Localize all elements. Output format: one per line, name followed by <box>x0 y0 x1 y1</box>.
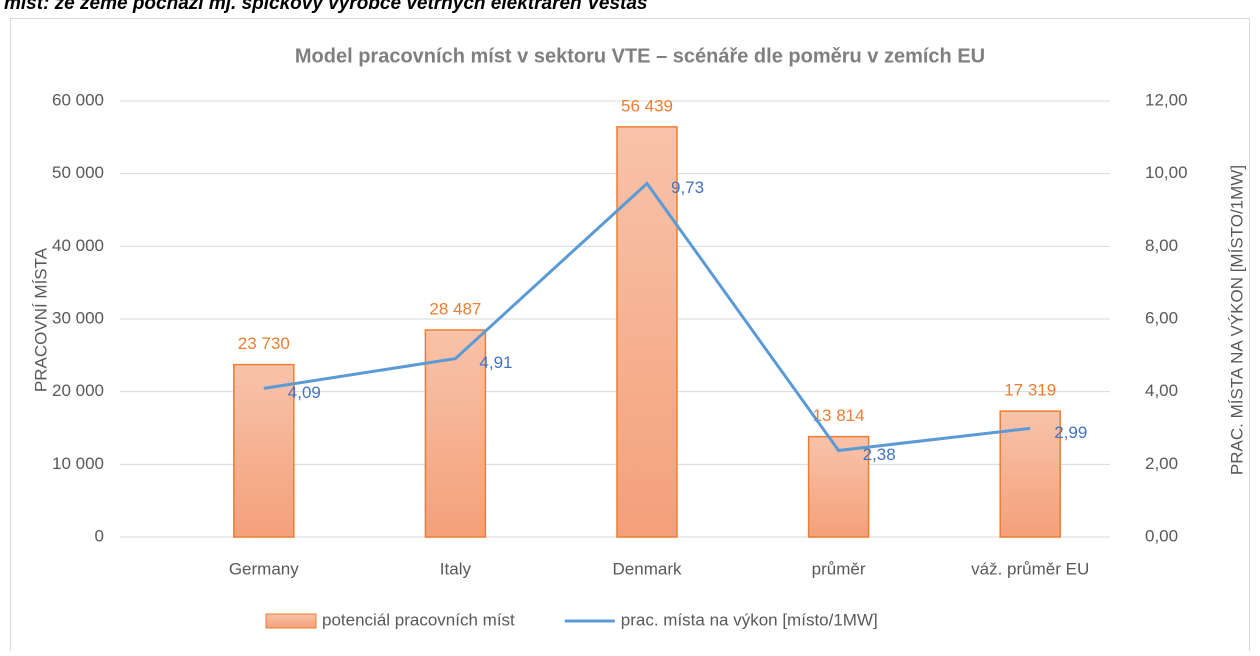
y-tick-label: 30 000 <box>52 308 104 327</box>
y-tick-label: 0 <box>95 526 104 545</box>
y-tick-label: 10 000 <box>52 454 104 473</box>
y2-tick-label: 10,00 <box>1145 163 1188 182</box>
chart-title: Model pracovních míst v sektoru VTE – sc… <box>295 45 985 67</box>
heading: míst: že země pochází mj. špičkový výrob… <box>4 0 647 14</box>
y2-axis-title: PRAC. MÍSTA NA VÝKON [MÍSTO/1MW] <box>1227 165 1246 475</box>
y2-tick-label: 2,00 <box>1145 454 1178 473</box>
y-tick-label: 40 000 <box>52 236 104 255</box>
legend-swatch <box>265 613 317 629</box>
bar <box>424 329 487 538</box>
y-tick-label: 50 000 <box>52 163 104 182</box>
y-axis-title: PRACOVNÍ MÍSTA <box>31 247 50 392</box>
chart-border <box>10 18 1250 656</box>
y2-tick-label: 4,00 <box>1145 381 1178 400</box>
bar-value-label: 28 487 <box>429 299 481 318</box>
bar-value-label: 23 730 <box>238 334 290 353</box>
line-value-label: 9,73 <box>671 178 704 197</box>
line-value-label: 2,99 <box>1054 423 1087 442</box>
y-tick-label: 20 000 <box>52 381 104 400</box>
line-value-label: 2,38 <box>863 445 896 464</box>
y2-tick-label: 12,00 <box>1145 90 1188 109</box>
y-tick-label: 60 000 <box>52 90 104 109</box>
y2-tick-label: 0,00 <box>1145 526 1178 545</box>
x-tick-label: Germany <box>229 559 299 578</box>
x-tick-label: váž. průměr EU <box>971 559 1089 578</box>
bar <box>616 126 678 538</box>
bar <box>807 435 870 538</box>
bar-value-label: 17 319 <box>1004 381 1056 400</box>
y2-tick-label: 6,00 <box>1145 308 1178 327</box>
y2-tick-label: 8,00 <box>1145 236 1178 255</box>
bar-value-label: 56 439 <box>621 96 673 115</box>
bar-value-label: 13 814 <box>813 406 865 425</box>
line-value-label: 4,09 <box>288 383 321 402</box>
legend-label: potenciál pracovních míst <box>322 610 515 629</box>
bar <box>233 363 295 538</box>
line-value-label: 4,91 <box>479 353 512 372</box>
x-tick-label: Italy <box>440 559 472 578</box>
line <box>263 181 1031 453</box>
x-tick-label: průměr <box>812 559 866 578</box>
legend-label: prac. místa na výkon [místo/1MW] <box>621 610 878 629</box>
x-tick-label: Denmark <box>613 559 682 578</box>
